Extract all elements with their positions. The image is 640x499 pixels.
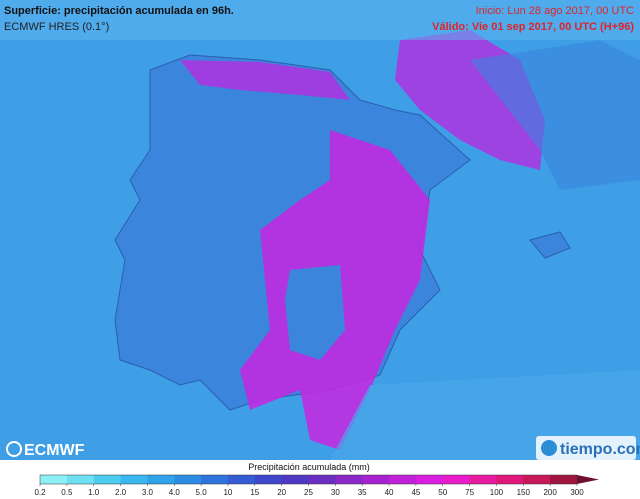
colorbar: 0.2 0.5 1.0 2.0 3.0 4.0 5.0 10 15 20 25 30 35 40 45 50 7… xyxy=(34,474,599,497)
logo-box xyxy=(536,436,636,460)
colorbar-tick-label: 25 xyxy=(304,488,313,497)
valid-time: Válido: Vie 01 sep 2017, 00 UTC (H+96) xyxy=(432,21,634,33)
colorbar-arrow xyxy=(577,475,599,484)
colorbar-segment xyxy=(389,475,417,484)
land-mallorca xyxy=(529,231,571,259)
colorbar-tick-label: 0.5 xyxy=(61,488,73,497)
init-time: Inicio: Lun 28 ago 2017, 00 UTC xyxy=(476,5,634,17)
colorbar-label: Precipitación acumulada (mm) xyxy=(248,462,370,472)
colorbar-tick-label: 75 xyxy=(465,488,474,497)
colorbar-segment xyxy=(335,475,363,484)
colorbar-segment xyxy=(469,475,497,484)
colorbar-tick-label: 150 xyxy=(517,488,531,497)
colorbar-tick-label: 50 xyxy=(438,488,447,497)
colorbar-segment xyxy=(174,475,202,484)
logo-ecmwf: ECMWF xyxy=(24,442,85,459)
colorbar-segment xyxy=(523,475,551,484)
colorbar-tick-label: 0.2 xyxy=(34,488,46,497)
colorbar-segment xyxy=(550,475,578,484)
colorbar-segment xyxy=(40,475,68,484)
colorbar-segment xyxy=(254,475,283,484)
colorbar-tick-label: 4.0 xyxy=(169,488,181,497)
colorbar-tick-label: 5.0 xyxy=(196,488,208,497)
colorbar-tick-label: 45 xyxy=(411,488,420,497)
colorbar-segment xyxy=(120,475,148,484)
colorbar-segment xyxy=(496,475,524,484)
colorbar-segment xyxy=(281,475,309,484)
colorbar-segment xyxy=(442,475,471,484)
colorbar-segment xyxy=(227,475,256,484)
land-east xyxy=(470,40,640,190)
colorbar-tick-label: 35 xyxy=(358,488,367,497)
tiempo-icon xyxy=(541,440,557,456)
land-gap xyxy=(285,265,345,360)
colorbar-segment xyxy=(308,475,336,484)
colorbar-segment xyxy=(415,475,444,484)
precip-north xyxy=(180,60,350,100)
colorbar-tick-label: 100 xyxy=(490,488,504,497)
logo-tiempo: tiempo.com xyxy=(560,441,640,458)
colorbar-segment xyxy=(147,475,175,484)
colorbar-segment xyxy=(362,475,390,484)
colorbar-tick-label: 20 xyxy=(277,488,286,497)
colorbar-tick-label: 3.0 xyxy=(142,488,154,497)
colorbar-tick-label: 15 xyxy=(250,488,259,497)
colorbar-tick-label: 10 xyxy=(223,488,232,497)
title: Superficie: precipitación acumulada en 9… xyxy=(4,5,234,17)
colorbar-tick-label: 2.0 xyxy=(115,488,127,497)
colorbar-segment xyxy=(93,475,122,484)
colorbar-tick-label: 30 xyxy=(331,488,340,497)
colorbar-tick-label: 200 xyxy=(543,488,557,497)
model: ECMWF HRES (0.1°) xyxy=(4,21,109,33)
colorbar-segment xyxy=(66,475,95,484)
colorbar-segment xyxy=(201,475,229,484)
colorbar-tick-label: 1.0 xyxy=(88,488,100,497)
colorbar-tick-label: 300 xyxy=(570,488,584,497)
header-band xyxy=(0,0,640,40)
ecmwf-icon xyxy=(6,441,22,457)
colorbar-tick-label: 40 xyxy=(385,488,394,497)
